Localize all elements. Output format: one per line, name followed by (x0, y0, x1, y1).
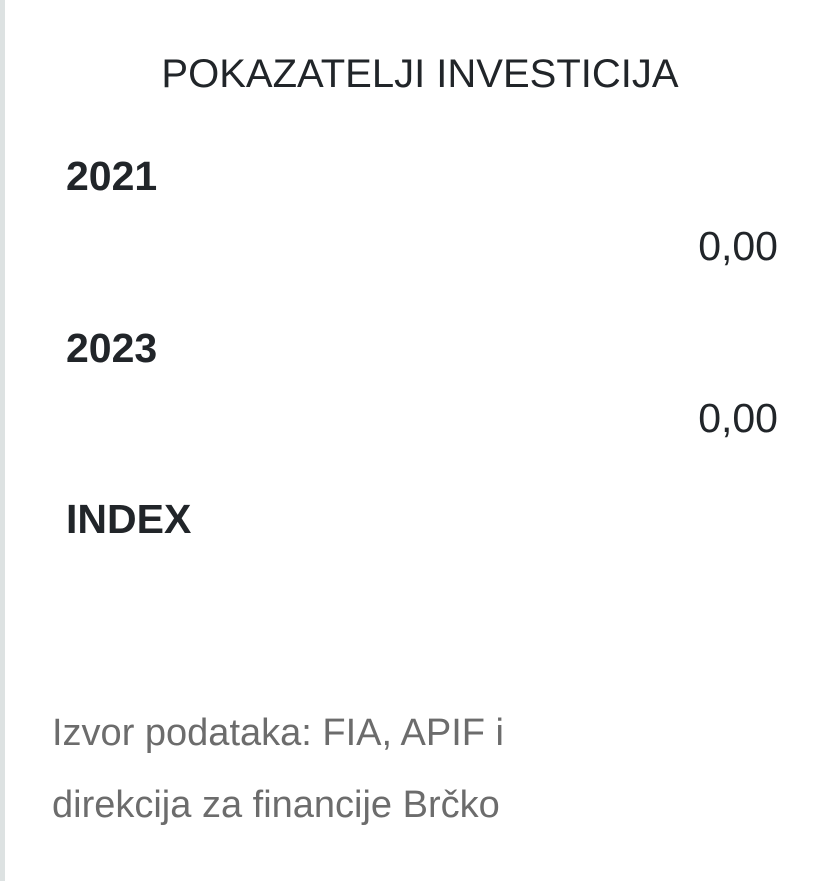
index-label: INDEX (66, 496, 192, 542)
data-source-note: Izvor podataka: FIA, APIF i direkcija za… (52, 697, 772, 841)
section-title: POKAZATELJI INVESTICIJA (161, 52, 679, 96)
left-border (0, 0, 5, 881)
year-label-2021: 2021 (66, 153, 158, 199)
source-line-2: direkcija za financije Brčko (52, 784, 500, 826)
value-2021: 0,00 (698, 223, 778, 269)
year-label-2023: 2023 (66, 325, 158, 371)
value-2023: 0,00 (698, 395, 778, 441)
source-line-1: Izvor podataka: FIA, APIF i (52, 712, 504, 754)
